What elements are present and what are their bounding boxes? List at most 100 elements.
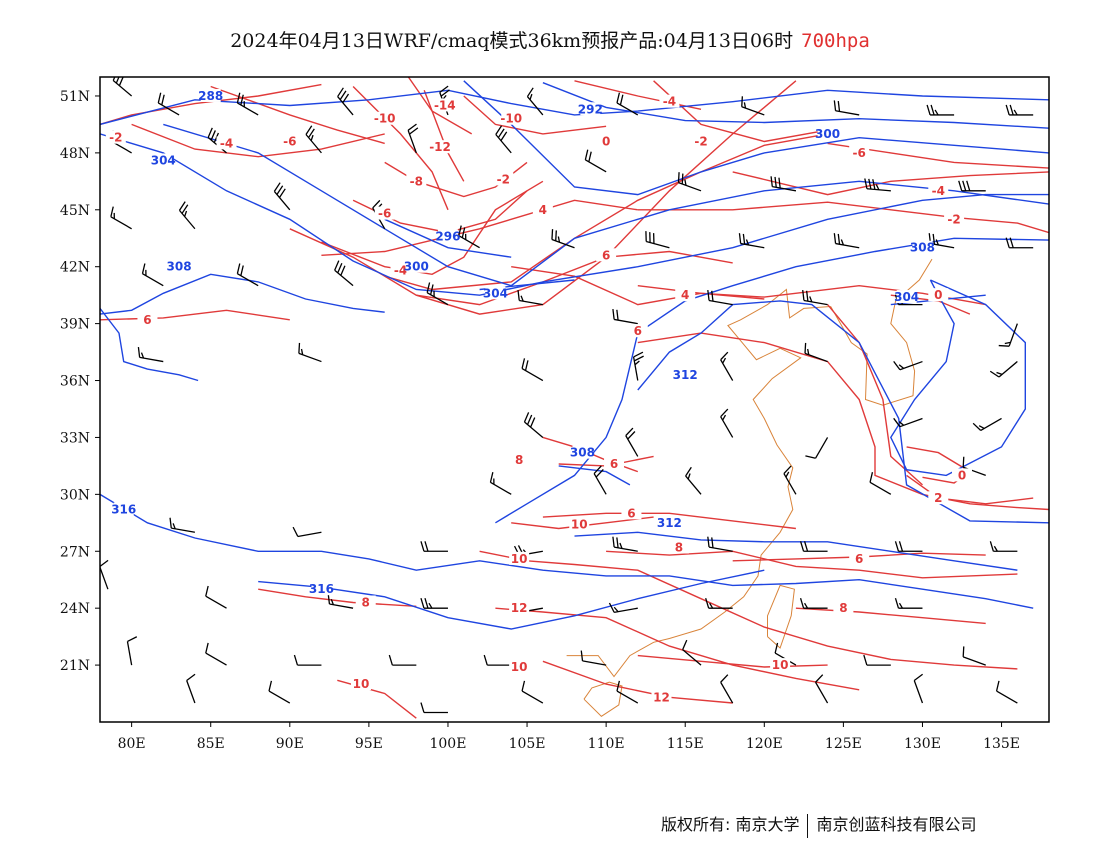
wind-barb [420,702,448,714]
temperature-label: 12 [653,690,670,704]
wind-barb [334,260,354,287]
temperature-label: -2 [109,131,122,145]
geopotential-contours [100,80,1049,630]
barb-feather [205,642,209,654]
barb-feather [489,472,494,483]
barb-feather [236,263,241,274]
barb-feather [742,233,746,245]
geopotential-label-bg [311,582,332,596]
temperature-contour [131,123,385,158]
barb-feather [785,471,790,478]
barb-staff [237,102,259,116]
barb-feather [958,180,963,192]
wind-barbs [100,77,1034,714]
barb-feather [595,468,604,478]
temperature-label-bg [651,690,672,704]
geopotential-contour [100,89,1049,126]
x-tick-label: 85E [197,736,225,752]
footer-separator [807,813,809,838]
barb-feather [137,346,141,358]
barb-feather [677,172,680,183]
barb-feather [616,537,619,548]
wind-barb [157,92,180,116]
wind-barb [608,602,638,613]
copyright-footer: 版权所有: 南京大学 南京创蓝科技有限公司 [661,811,977,838]
wind-barb [799,597,828,609]
barb-feather [799,541,805,552]
wind-barb [1005,237,1034,249]
geopotential-label-bg [200,88,221,102]
barb-feather [458,225,462,236]
wind-barb [205,585,227,609]
temperature-label-bg [216,136,237,150]
temperature-label-bg [770,658,791,672]
barb-staff [490,481,512,495]
wind-barb [720,674,734,704]
temperature-label-bg [509,659,530,673]
wind-barb [738,233,765,249]
temperature-label: 4 [539,203,547,217]
wind-barb [205,642,227,666]
x-tick-label: 80E [118,736,146,752]
geopotential-label-bg [485,286,506,300]
barb-feather [551,229,554,240]
temperature-contour [289,80,797,315]
geopotential-label-bg [675,367,696,381]
temperature-label-bg [604,457,625,470]
temperature-label-bg [849,551,870,565]
temperature-label-bg [509,453,530,467]
wind-barb [337,87,354,116]
barb-staff [815,437,829,459]
temperature-label: 6 [602,248,610,262]
barb-feather [310,134,314,141]
barb-feather [962,456,965,468]
temperature-label-bg [501,111,522,125]
temperature-label-bg [928,288,949,302]
barb-feather [526,414,533,425]
temperature-contour [495,607,860,691]
geopotential-label-bg [406,259,427,273]
barb-feather [178,201,186,211]
barb-feather [334,260,340,271]
wind-barb [989,361,1018,378]
barb-feather [783,465,792,475]
barb-feather [557,236,561,243]
barb-staff [720,681,734,704]
wind-barb [420,541,448,552]
wind-barb [273,182,291,211]
barb-feather [388,654,393,666]
wind-barb [707,290,733,306]
temperature-contour [352,86,449,211]
temperature-label: -8 [410,174,423,188]
wind-barb [526,87,544,116]
barb-feather [978,425,985,430]
wind-barb [483,654,512,666]
barb-feather [711,537,714,548]
barb-feather [799,597,805,609]
temperature-contour [906,474,1034,505]
temperature-label: -14 [434,98,456,112]
temperature-label: -12 [429,140,451,154]
temperature-label: -4 [663,95,676,109]
barb-feather [1009,104,1014,116]
wind-barb [458,225,480,249]
barb-feather [934,109,939,116]
barb-feather [530,417,536,428]
barb-feather [337,87,344,97]
barb-feather [863,654,868,666]
temperature-contour [321,199,638,256]
barb-feather [292,526,299,537]
barb-feather [240,94,244,106]
barb-feather [633,351,644,358]
wind-barb [110,206,132,230]
wind-barb [186,673,196,704]
barb-feather [521,680,526,692]
wind-barb [632,351,644,381]
barb-feather [529,93,533,100]
geopotential-contour [100,133,1049,296]
temperature-label-bg [569,517,590,531]
wind-barb [100,559,109,590]
temperature-label: -6 [283,135,296,149]
barb-feather [236,92,241,104]
barb-feather [625,427,634,437]
